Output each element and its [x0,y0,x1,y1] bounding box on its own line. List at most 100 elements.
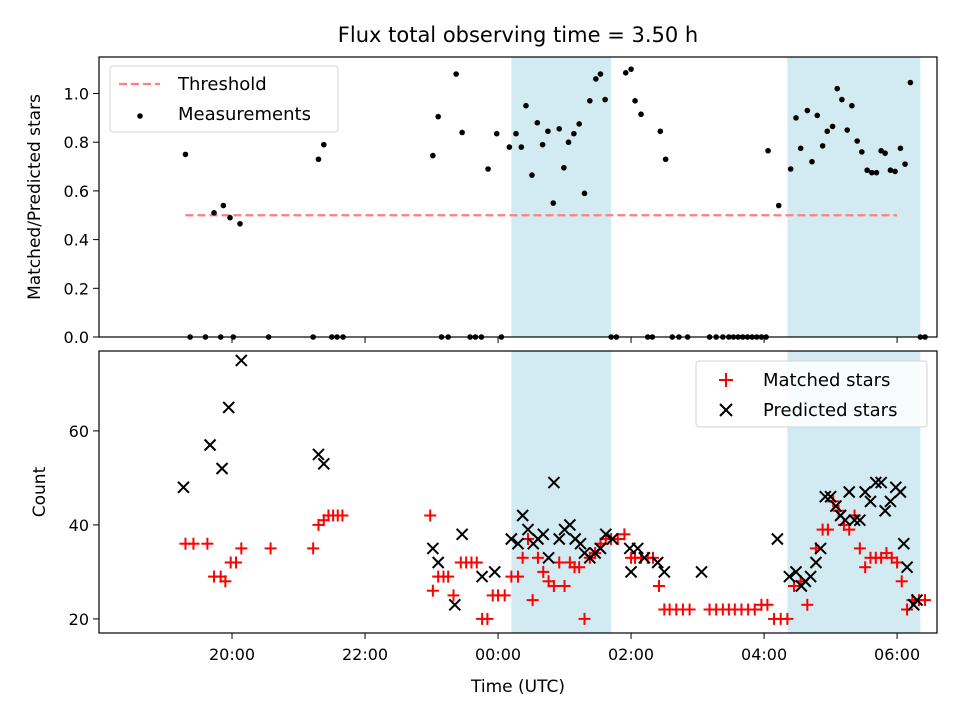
top-y-axis-label: Matched/Predicted stars [25,94,45,300]
legend-matched-label: Matched stars [763,370,890,391]
measurement-point [459,129,465,136]
measurement-point [819,143,826,149]
predicted-star-marker [177,481,190,494]
predicted-star-marker [599,528,612,541]
predicted-star-marker [594,542,607,555]
legend-predicted-label: Predicted stars [763,400,897,421]
matched-star-marker [481,612,494,625]
predicted-star-marker [511,537,525,550]
predicted-star-marker [521,523,535,536]
measurement-point [882,150,888,156]
measurement-point [453,71,459,77]
predicted-star-marker [869,476,883,489]
legend-matched-swatch [719,373,733,387]
matched-star-marker [512,570,524,583]
matched-star-marker [859,561,872,574]
bottom-x-tick-label: 06:00 [874,645,920,664]
measurement-point [518,144,525,150]
predicted-star-marker [819,490,832,503]
measurement-point [593,76,599,82]
bottom-y-tick-label: 20 [69,610,89,629]
predicted-star-marker [448,598,462,612]
measurement-point [849,102,855,109]
measurement-point [765,147,771,154]
bottom-y-axis-label: Count [30,466,50,517]
top-y-tick-label: 0.0 [64,328,89,347]
matched-star-marker [526,594,539,607]
bottom-x-tick-label: 20:00 [209,645,255,664]
bottom-plot-area: 20 40 60 20:00 22:00 00:00 02:00 04:00 06:00 Co… [30,350,938,697]
measurement-point [602,96,608,103]
measurement-point [561,164,567,171]
predicted-star-marker [695,565,708,579]
matched-star-marker [558,580,571,592]
top-shaded-intervals [511,57,921,337]
predicted-star-marker [488,565,501,579]
predicted-star-marker [864,495,877,508]
top-x-ticks [231,337,898,343]
bottom-x-ticks: 20:00 22:00 00:00 02:00 04:00 06:00 [209,633,920,664]
predicted-star-marker [475,570,489,583]
measurement-point [581,190,588,197]
measurement-point [859,149,865,155]
measurement-point [587,98,593,104]
bottom-shaded-interval-0 [511,351,612,633]
predicted-star-marker [215,462,229,475]
legend-measurements-label: Measurements [178,104,311,125]
measurement-point [513,130,519,137]
measurement-point [506,144,513,150]
measurement-point [887,167,894,174]
matched-star-marker [748,603,761,616]
measurement-point [897,145,904,152]
predicted-star-marker [910,593,924,607]
top-axes-frame [98,56,938,338]
measurement-point [844,127,851,133]
predicted-star-marker [897,537,910,550]
bottom-x-tick-label: 00:00 [475,645,521,664]
measurement-point [556,126,563,132]
measurement-point [529,172,535,178]
predicted-star-marker [638,551,651,565]
measurement-point [864,167,870,174]
measurement-point [534,119,541,126]
matched-star-marker [230,556,243,569]
predicted-star-marker [317,457,331,471]
measurement-point [576,121,582,127]
measurement-point [435,113,441,120]
predicted-star-marker [312,448,325,461]
predicted-star-marker [878,504,892,518]
bottom-x-axis-label: Time (UTC) [470,677,565,697]
predicted-star-marker [235,354,248,367]
predicted-star-marker [874,476,888,489]
predicted-star-marker [824,490,837,503]
bottom-legend: Matched stars Predicted stars [695,360,928,428]
matched-star-marker [652,580,665,592]
measurement-point [539,141,546,148]
top-legend: Threshold Measurements [109,65,339,133]
measurement-point [907,79,914,86]
predicted-star-marker [853,513,867,527]
predicted-star-marker [574,537,587,550]
bottom-x-tick-label: 02:00 [608,645,654,664]
predicted-star-marker [658,565,671,579]
measurement-point [854,138,860,144]
measurement-point [237,220,243,227]
measurement-point [824,128,831,135]
matched-star-marker [235,542,248,555]
measurement-point [662,156,669,163]
measurement-point [809,158,815,165]
predicted-star-marker [884,495,897,508]
measurement-point [430,152,436,159]
measurement-point [787,166,794,172]
matched-star-marker [895,575,908,588]
measurement-point [892,168,898,175]
predicted-star-marker [789,565,803,579]
predicted-star-marker [829,499,843,513]
measurement-point [493,130,500,137]
measurement-point [523,102,529,109]
predicted-star-marker [809,556,823,569]
predicted-star-marker [553,532,566,546]
matched-star-marker [553,556,566,569]
top-shaded-interval-1 [787,57,921,337]
